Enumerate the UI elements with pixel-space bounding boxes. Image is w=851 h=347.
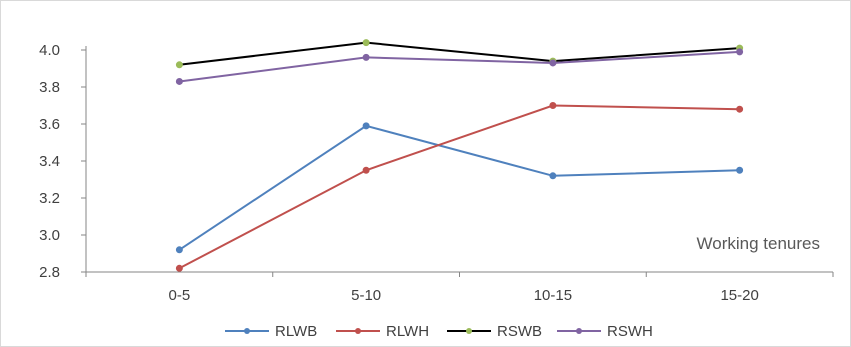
legend-label: RLWH — [386, 323, 429, 340]
legend-label: RSWB — [497, 323, 542, 340]
y-tick-label: 3.6 — [39, 116, 60, 133]
series-group — [175, 39, 744, 272]
y-tick-labels: 2.8 3.0 3.2 3.4 3.6 3.8 4.0 — [39, 42, 86, 281]
y-tick-label: 3.2 — [39, 190, 60, 207]
x-tick-label: 0-5 — [169, 287, 191, 304]
series-rlwh — [175, 102, 744, 272]
series-rlwb — [175, 122, 744, 254]
data-point — [736, 105, 744, 113]
series-line — [179, 41, 740, 66]
series-line — [179, 50, 740, 83]
legend-swatch-marker — [355, 328, 361, 334]
data-point — [362, 122, 370, 130]
data-point — [549, 172, 557, 180]
data-point — [175, 77, 183, 85]
data-point — [736, 48, 744, 56]
legend-item: RSWH — [557, 323, 653, 340]
y-tick-label: 2.8 — [39, 264, 60, 281]
y-tick-label: 3.0 — [39, 227, 60, 244]
legend-item: RLWB — [225, 323, 317, 340]
data-point — [362, 166, 370, 174]
legend: RLWB RLWH RSWB RSWH — [225, 323, 653, 340]
data-point — [175, 61, 183, 69]
x-tick-labels: 0-5 5-10 10-15 15-20 — [85, 272, 834, 304]
data-point — [175, 246, 183, 254]
data-point — [736, 166, 744, 174]
legend-item: RLWH — [336, 323, 429, 340]
legend-swatch-marker — [466, 328, 472, 334]
data-point — [549, 59, 557, 67]
data-point — [549, 102, 557, 109]
legend-swatch-marker — [244, 328, 250, 334]
x-tick-label: 10-15 — [534, 287, 572, 304]
legend-swatch-marker — [576, 328, 582, 334]
data-point — [362, 53, 370, 61]
series-line — [178, 124, 740, 251]
x-tick-label: 5-10 — [351, 287, 381, 304]
legend-item: RSWB — [447, 323, 542, 340]
data-point — [362, 39, 370, 47]
y-tick-label: 3.8 — [39, 79, 60, 96]
x-tick-label: 15-20 — [720, 287, 758, 304]
y-tick-label: 4.0 — [39, 42, 60, 59]
series-line — [178, 104, 740, 270]
legend-label: RSWH — [607, 323, 653, 340]
legend-label: RLWB — [275, 323, 317, 340]
y-tick-label: 3.4 — [39, 153, 60, 170]
series-rswh — [175, 48, 744, 85]
data-point — [175, 264, 183, 272]
chart-annotation: Working tenures — [697, 234, 820, 253]
